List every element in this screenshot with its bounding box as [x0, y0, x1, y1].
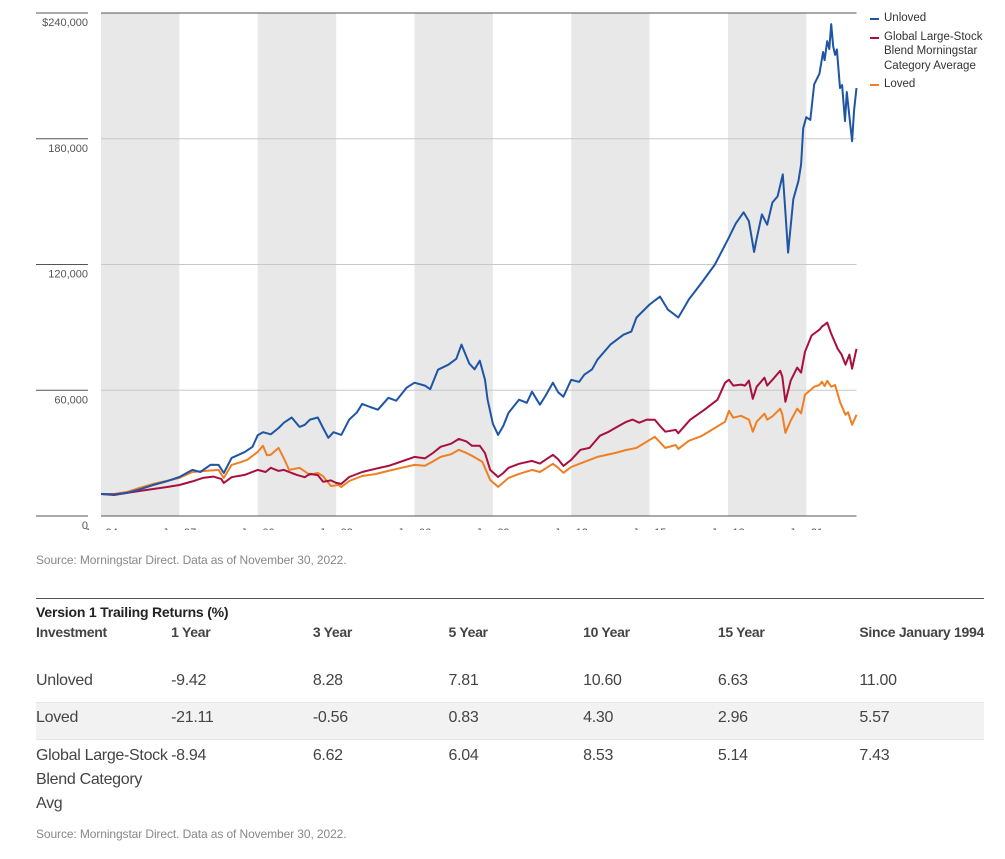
column-header: 5 Year — [448, 624, 489, 640]
series-line-global-large-stock-blend-morningstar-category-average — [100, 321, 858, 496]
table-title: Version 1 Trailing Returns (%) — [36, 604, 229, 620]
legend-item-unloved: Unloved — [870, 11, 1005, 26]
x-tick-label: Jan-94 — [84, 527, 118, 530]
cell-value: -8.94 — [171, 747, 207, 764]
y-axis: 0 60,000 120,000 180,000 $240,000 — [36, 12, 88, 530]
cell-value: 11.00 — [859, 672, 897, 689]
series-line-unloved — [100, 23, 858, 496]
series-line-loved — [101, 379, 858, 495]
x-tick-label: Jan-15 — [633, 527, 667, 530]
x-axis: Jan-94 Jan-97 Jan-00 Jan-03 Jan-06 Jan-09 Jan-… — [84, 527, 823, 530]
cell-value: -21.11 — [171, 702, 313, 740]
cell-value: 5.57 — [859, 702, 984, 740]
x-tick-label: Jan-03 — [319, 527, 353, 530]
legend-item-category-average: Global Large-Stock Blend Morningstar Cat… — [870, 30, 1005, 74]
trailing-returns-table: Investment 1 Year 3 Year 5 Year 10 Year … — [36, 624, 984, 816]
legend-swatch-loved — [870, 84, 879, 86]
column-header: 10 Year — [583, 624, 630, 640]
x-tick-label: Jan-12 — [554, 527, 588, 530]
cell-value: 0.83 — [448, 702, 584, 740]
table-divider — [36, 598, 984, 599]
x-tick-label: Jan-06 — [398, 527, 432, 530]
x-tick-label: Jan-97 — [163, 527, 197, 530]
trailing-returns-table-section: Version 1 Trailing Returns (%) Investmen… — [36, 598, 984, 816]
x-tick-label: Jan-18 — [711, 527, 745, 530]
chart-legend: Unloved Global Large-Stock Blend Morning… — [870, 11, 1005, 96]
table-header-row: Investment 1 Year 3 Year 5 Year 10 Year … — [36, 624, 984, 650]
cell-value: -0.56 — [312, 702, 449, 740]
legend-label: Unloved — [884, 12, 927, 24]
x-tick-label: Jan-00 — [241, 527, 275, 530]
legend-swatch-unloved — [870, 18, 879, 20]
column-header: Investment — [36, 624, 107, 640]
cell-value: 6.63 — [717, 672, 748, 689]
y-tick-label: $240,000 — [42, 17, 88, 29]
legend-label: Loved — [884, 78, 916, 90]
chart-source-note: Source: Morningstar Direct. Data as of N… — [36, 553, 347, 567]
x-tick-label: Jan-21 — [790, 527, 824, 530]
cell-value: 7.43 — [859, 747, 890, 764]
cell-value: 6.62 — [312, 747, 343, 764]
cell-value: 5.14 — [717, 747, 748, 764]
cell-value: 4.30 — [583, 702, 718, 740]
column-header: 3 Year — [312, 624, 353, 640]
investment-name: Unloved — [36, 672, 93, 689]
investment-name: Loved — [36, 702, 172, 740]
legend-label: Global Large-Stock Blend Morningstar Cat… — [884, 30, 983, 72]
cell-value: -9.42 — [171, 672, 207, 689]
table-source-note: Source: Morningstar Direct. Data as of N… — [36, 827, 347, 841]
cell-value: 6.04 — [448, 747, 479, 764]
column-header: 15 Year — [717, 624, 765, 640]
x-tick-label: Jan-09 — [476, 527, 510, 530]
y-tick-label: 120,000 — [48, 269, 88, 281]
table-row: Loved -21.11 -0.56 0.83 4.30 2.96 5.57 — [36, 702, 984, 740]
legend-swatch-category-average — [870, 36, 879, 39]
legend-item-loved: Loved — [870, 77, 1005, 92]
column-header: 1 Year — [171, 624, 211, 640]
y-tick-label: 0 — [82, 520, 88, 530]
cell-value: 10.60 — [583, 672, 622, 689]
investment-name: Global Large-Stock Blend Category Avg — [36, 747, 168, 812]
column-header: Since January 1994 — [859, 624, 984, 640]
cell-value: 2.96 — [717, 702, 860, 740]
cell-value: 7.81 — [448, 672, 479, 689]
cell-value: 8.28 — [312, 672, 343, 689]
gridlines — [101, 12, 857, 517]
table-row: Unloved -9.42 8.28 7.81 10.60 6.63 11.00 — [36, 666, 984, 703]
table-row: Global Large-Stock Blend Category Avg -8… — [36, 740, 984, 817]
y-tick-label: 180,000 — [48, 143, 88, 155]
y-tick-label: 60,000 — [54, 394, 88, 406]
series-lines — [100, 23, 858, 496]
cell-value: 8.53 — [583, 747, 614, 764]
